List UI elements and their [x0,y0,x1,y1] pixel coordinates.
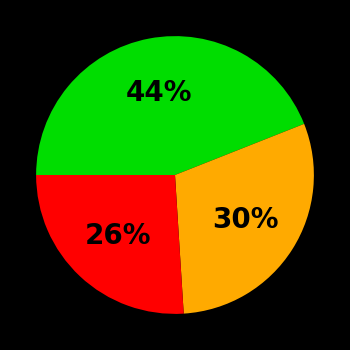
Text: 30%: 30% [212,206,279,234]
Text: 44%: 44% [126,79,192,107]
Wedge shape [36,36,304,175]
Wedge shape [175,124,314,314]
Wedge shape [36,175,184,314]
Text: 26%: 26% [85,222,151,250]
